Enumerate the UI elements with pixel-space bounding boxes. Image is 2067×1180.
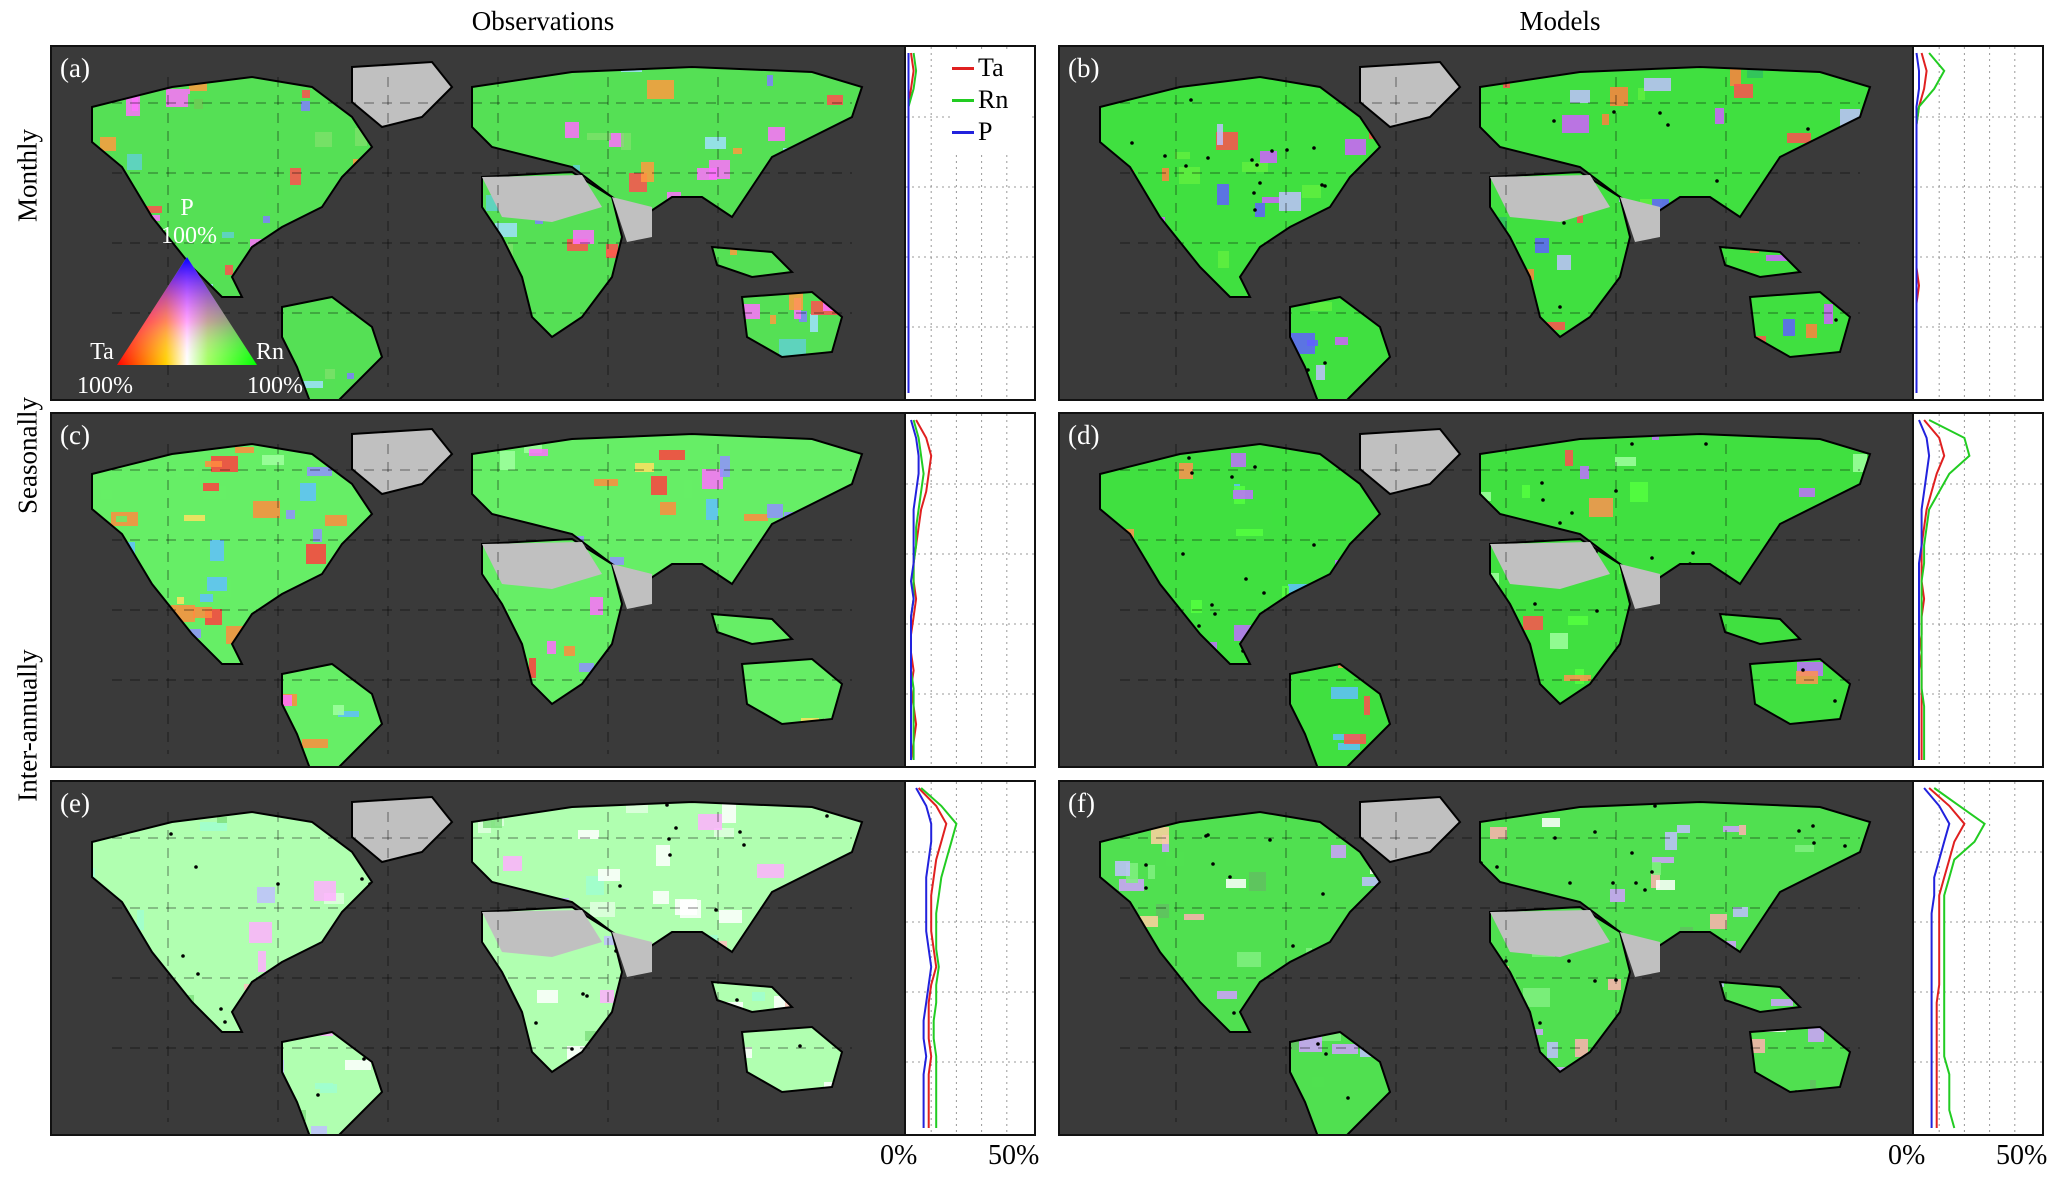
column-title-observations: Observations — [471, 6, 615, 36]
map-panel-c: (c) — [50, 412, 908, 768]
continent-australia — [1750, 659, 1850, 724]
ternary-legend: P 100% Ta 100% Rn 100% — [52, 47, 906, 399]
column-title-models: Models — [1519, 6, 1601, 36]
sahara — [1490, 175, 1610, 222]
series-line-rn — [910, 419, 925, 760]
series-line-ta — [1917, 419, 1946, 760]
series-line-p — [915, 787, 933, 1128]
series-line-ta — [1928, 787, 1966, 1128]
panel-label-c: (c) — [60, 420, 90, 450]
arabia — [1620, 197, 1660, 242]
legend-item-p: P — [952, 117, 992, 147]
arabia — [612, 564, 652, 609]
ternary-left-pct: 100% — [77, 373, 133, 399]
legend-swatch-p — [952, 130, 974, 134]
profile-panel-e — [904, 780, 1036, 1136]
map-panel-b: (b) — [1058, 45, 1916, 401]
greenland — [1359, 60, 1462, 129]
profile-gridlines — [906, 782, 1034, 1134]
series-line-rn — [1915, 52, 1946, 393]
sahara — [1490, 542, 1610, 589]
map-gridlines — [112, 812, 852, 1122]
greenland — [351, 427, 454, 496]
panel-label-a: (a) — [60, 53, 90, 83]
ternary-right-label: Rn — [255, 339, 284, 365]
ternary-left-label: Ta — [90, 339, 114, 365]
series-line-p — [1915, 52, 1920, 393]
greenland — [351, 795, 454, 864]
panel-label-d: (d) — [1068, 420, 1100, 450]
continent-eurasia — [472, 434, 862, 584]
sahara — [482, 542, 602, 589]
legend-item-ta: Ta — [952, 53, 1004, 83]
panel-label-f: (f) — [1068, 788, 1095, 818]
profile-panel-b — [1912, 45, 2044, 401]
series-line-p — [1923, 787, 1951, 1128]
series-line-p — [909, 419, 920, 760]
ternary-right-pct: 100% — [247, 373, 303, 399]
series-line-rn — [920, 787, 958, 1128]
profile-gridlines — [1914, 47, 2042, 399]
greenland — [1359, 795, 1462, 864]
profile-panel-d — [1912, 412, 2044, 768]
sahara — [482, 175, 602, 222]
sahara — [482, 910, 602, 957]
row-title-monthly: Monthly — [12, 129, 43, 223]
map-panel-e: (e) — [50, 780, 908, 1136]
map-gridlines — [1120, 812, 1860, 1122]
legend-swatch-ta — [952, 66, 974, 70]
panel-label-e: (e) — [60, 788, 90, 818]
profile-gridlines — [1914, 414, 2042, 766]
arabia — [612, 197, 652, 242]
greenland — [351, 60, 454, 129]
ternary-top-label: P — [180, 195, 194, 221]
continent-southAmerica — [1290, 297, 1390, 399]
legend-swatch-rn — [952, 98, 974, 102]
map-gridlines — [1120, 444, 1860, 754]
profile-panel-c — [904, 412, 1036, 768]
arabia — [1620, 564, 1660, 609]
legend-label-ta: Ta — [978, 53, 1004, 82]
profile-panel-f — [1912, 780, 2044, 1136]
continent-eurasia — [472, 802, 862, 952]
x-tick-label-right-0: 0% — [1888, 1140, 1926, 1171]
legend-item-rn: Rn — [952, 85, 1008, 115]
series-line-rn — [1920, 419, 1971, 760]
map-panel-a: (a) P 100% Ta 100% Rn 100% — [50, 45, 908, 401]
series-line-ta — [917, 787, 948, 1128]
series-line-p — [1918, 419, 1931, 760]
map-panel-d: (d) — [1058, 412, 1916, 768]
profile-panel-a: Ta Rn P — [904, 45, 1036, 401]
legend: Ta Rn P — [952, 53, 1032, 153]
map-panel-f: (f) — [1058, 780, 1916, 1136]
profile-gridlines — [906, 47, 1034, 399]
series-line-rn — [1933, 787, 1986, 1129]
x-tick-label-left-0: 0% — [880, 1140, 918, 1171]
map-gridlines — [112, 444, 852, 754]
series-line-rn — [907, 52, 918, 393]
panel-label-b: (b) — [1068, 53, 1100, 83]
legend-label-p: P — [978, 117, 993, 146]
row-title-inter-annually: Inter-annually — [12, 649, 43, 802]
map-gridlines — [1120, 77, 1860, 387]
greenland — [1359, 427, 1462, 496]
x-tick-label-right-50: 50% — [1996, 1140, 2048, 1171]
x-tick-label-left-50: 50% — [988, 1140, 1040, 1171]
profile-gridlines — [906, 414, 1034, 766]
arabia — [1620, 932, 1660, 977]
ternary-top-pct: 100% — [161, 223, 217, 249]
arabia — [612, 932, 652, 977]
row-title-seasonally: Seasonally — [12, 397, 43, 514]
legend-label-rn: Rn — [978, 85, 1009, 114]
sahara — [1490, 910, 1610, 957]
